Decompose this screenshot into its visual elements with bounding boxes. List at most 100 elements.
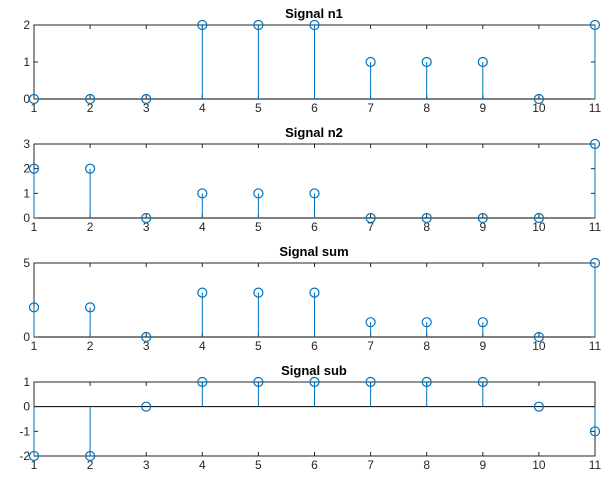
stem-marker: [28, 93, 40, 105]
stem-marker: [253, 19, 264, 31]
x-tick-label: 11: [589, 458, 602, 472]
stem-marker: [533, 93, 545, 105]
stem-marker: [253, 287, 264, 298]
x-tick-label: 7: [367, 458, 374, 472]
x-tick-label: 8: [423, 101, 430, 115]
x-tick-label: 4: [199, 339, 206, 353]
stem-marker: [477, 376, 488, 388]
subplot-title: Signal sum: [279, 244, 348, 259]
y-tick-label: 0: [23, 211, 30, 225]
stem-marker: [141, 401, 152, 412]
x-tick-label: 11: [589, 339, 602, 353]
x-tick-label: 6: [311, 220, 318, 234]
x-tick-label: 10: [532, 220, 546, 234]
stem-marker: [533, 401, 545, 412]
stem-marker: [253, 376, 264, 388]
x-tick-label: 5: [255, 101, 262, 115]
x-tick-label: 9: [479, 339, 486, 353]
x-tick-label: 8: [423, 458, 430, 472]
stem-marker: [421, 212, 432, 224]
x-tick-label: 7: [367, 339, 374, 353]
subplot-signal-sub: Signal sub 1 2 3 4 5 6 7 8 9 10 11 -2 -1 0 1: [19, 363, 601, 472]
stem-marker: [477, 56, 488, 68]
stem-marker: [421, 376, 432, 388]
stem-marker: [309, 188, 320, 199]
x-tick-label: 3: [143, 101, 150, 115]
x-tick-label: 6: [311, 339, 318, 353]
stem-marker: [28, 450, 40, 462]
x-tick-label: 4: [199, 458, 206, 472]
x-tick-label: 4: [199, 101, 206, 115]
subplot-title: Signal n2: [285, 125, 343, 140]
y-tick-label: 1: [23, 186, 30, 200]
x-tick-label: 7: [367, 220, 374, 234]
plot-area: 1 2 3 4 5 6 7 8 9 10 11 -2 -1 0 1: [19, 375, 601, 472]
x-tick-label: 6: [311, 101, 318, 115]
x-tick-label: 2: [87, 101, 94, 115]
x-tick-label: 9: [479, 220, 486, 234]
x-tick-label: 2: [87, 458, 94, 472]
x-tick-label: 9: [479, 101, 486, 115]
y-tick-label: 1: [23, 55, 30, 69]
x-tick-label: 11: [589, 220, 602, 234]
stem-marker: [84, 163, 96, 174]
y-tick-label: 5: [23, 256, 30, 270]
stem-marker: [365, 376, 376, 388]
x-tick-label: 1: [31, 339, 38, 353]
x-tick-label: 10: [532, 458, 546, 472]
stem-marker: [365, 56, 376, 68]
stem-marker: [589, 426, 601, 437]
x-tick-label: 11: [589, 101, 602, 115]
x-tick-label: 7: [367, 101, 374, 115]
subplot-title: Signal n1: [285, 6, 343, 21]
stem-marker: [533, 331, 545, 343]
stem-marker: [141, 212, 152, 224]
subplot-signal-sum: Signal sum 1 2 3 4 5 6 7 8 9 10 11 0 5: [23, 244, 601, 353]
x-tick-label: 8: [423, 339, 430, 353]
x-tick-label: 5: [255, 458, 262, 472]
stem-marker: [253, 188, 264, 199]
stem-marker: [589, 138, 601, 150]
stem-marker: [477, 317, 488, 328]
stem-marker: [84, 450, 96, 462]
x-tick-label: 2: [87, 339, 94, 353]
stem-marker: [197, 19, 208, 31]
x-tick-label: 8: [423, 220, 430, 234]
stem-marker: [28, 302, 40, 313]
stem-marker: [84, 302, 96, 313]
x-tick-label: 10: [532, 339, 546, 353]
stem-marker: [309, 287, 320, 298]
x-tick-label: 1: [31, 458, 38, 472]
stem-marker: [589, 19, 601, 31]
stem-marker: [197, 287, 208, 298]
x-tick-label: 4: [199, 220, 206, 234]
stem-marker: [141, 331, 152, 343]
y-tick-label: 0: [23, 92, 30, 106]
x-tick-label: 3: [143, 220, 150, 234]
x-tick-label: 3: [143, 458, 150, 472]
x-tick-label: 6: [311, 458, 318, 472]
x-tick-label: 10: [532, 101, 546, 115]
stem-marker: [197, 188, 208, 199]
stem-marker: [365, 212, 376, 224]
y-tick-label: 2: [23, 18, 30, 32]
y-tick-label: 3: [23, 137, 30, 151]
x-tick-label: 5: [255, 339, 262, 353]
stem-marker: [589, 257, 601, 269]
y-tick-label: -1: [19, 424, 30, 438]
subplot-title: Signal sub: [281, 363, 347, 378]
y-tick-label: 0: [23, 400, 30, 414]
y-tick-label: 0: [23, 330, 30, 344]
stem-marker: [197, 376, 208, 388]
stem-marker: [533, 212, 545, 224]
stem-marker: [421, 317, 432, 328]
x-tick-label: 5: [255, 220, 262, 234]
x-tick-label: 9: [479, 458, 486, 472]
stem-marker: [309, 376, 320, 388]
stem-marker: [84, 93, 96, 105]
